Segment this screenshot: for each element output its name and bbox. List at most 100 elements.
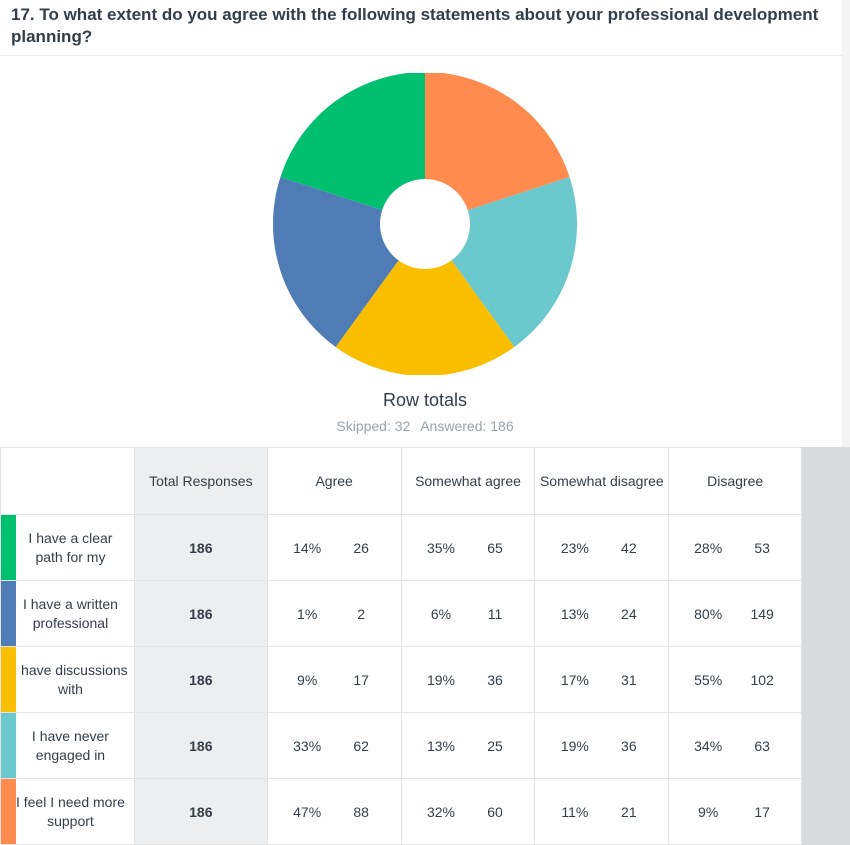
table-row: I feel I need more support 186 47% 88 32% 60 1… [0,778,850,845]
cell-count: 31 [621,671,637,688]
cell-percent: 23% [560,539,589,556]
question-title: 17. To what extent do you agree with the… [11,5,819,46]
pie-slice-1 [425,73,570,224]
row-totals-pie-chart [273,73,577,375]
cell-count: 53 [754,539,770,556]
cell-count: 11 [487,605,503,622]
response-cell: 1% 2 [266,580,402,647]
header-disagree: Disagree [668,447,803,515]
scrollbar-track[interactable] [842,0,850,844]
chart-title: Row totals [382,390,468,410]
response-cell: 13% 24 [534,580,670,647]
cell-count: 102 [750,671,774,688]
cell-percent: 13% [560,605,589,622]
table-gutter [801,447,850,515]
table-gutter [801,778,850,845]
response-cell: 28% 53 [668,514,803,581]
cell-count: 2 [357,605,366,622]
table-row: I have discussions with 186 9% 17 19% 36 17% 31… [0,646,850,713]
header-divider [0,55,850,56]
header-total-responses: Total Responses [133,447,268,515]
cell-count: 36 [621,737,637,754]
response-cell: 14% 26 [266,514,402,581]
row-total: 186 [133,646,268,713]
row-label-text: I have a written professional [22,595,118,631]
row-color-swatch [1,779,16,844]
answered-count: Answered: 186 [420,418,514,434]
pie-slice-5 [280,73,425,224]
cell-count: 149 [750,605,774,622]
cell-percent: 19% [560,737,589,754]
cell-count: 17 [754,803,770,820]
skipped-count: Skipped: 32 [336,418,411,434]
cell-percent: 13% [426,737,455,754]
cell-percent: 9% [698,803,719,820]
row-color-swatch [1,647,16,712]
table-row: I have a clear path for my 186 14% 26 35% 65 2… [0,514,850,581]
row-color-swatch [1,713,16,778]
response-cell: 9% 17 [266,646,402,713]
response-cell: 80% 149 [668,580,803,647]
responses-table-wrapper: Total Responses Agree Somewhat agree Som… [0,447,850,845]
cell-percent: 11% [561,803,589,820]
table-row: I have a written professional 186 1% 2 6% 11 1… [0,580,850,647]
table-gutter [801,580,850,647]
cell-percent: 14% [293,539,322,556]
cell-count: 60 [487,803,503,820]
response-cell: 13% 25 [400,712,536,779]
row-label-text: I have never engaged in [31,727,109,763]
cell-count: 17 [353,671,369,688]
response-cell: 6% 11 [400,580,536,647]
cell-count: 24 [621,605,637,622]
cell-count: 65 [487,539,503,556]
response-cell: 17% 31 [534,646,670,713]
row-label: I have never engaged in [0,712,135,779]
donut-hole [380,179,470,269]
response-cell: 47% 88 [266,778,402,845]
response-cell: 19% 36 [400,646,536,713]
table-gutter [801,514,850,581]
row-color-swatch [1,581,16,646]
row-color-swatch [1,515,16,580]
response-cell: 19% 36 [534,712,670,779]
cell-count: 36 [487,671,503,688]
response-cell: 35% 65 [400,514,536,581]
row-total: 186 [133,778,268,845]
cell-count: 21 [621,803,637,820]
cell-percent: 28% [694,539,723,556]
cell-percent: 47% [293,803,322,820]
row-total: 186 [133,712,268,779]
response-cell: 55% 102 [668,646,803,713]
cell-percent: 6% [430,605,452,622]
cell-count: 26 [353,539,369,556]
table-gutter [801,712,850,779]
row-label-text: I have a clear path for my [28,529,113,565]
cell-percent: 35% [426,539,455,556]
cell-count: 42 [621,539,637,556]
response-cell: 23% 42 [534,514,670,581]
cell-percent: 32% [426,803,455,820]
header-agree: Agree [266,447,402,515]
row-label: I have a written professional [0,580,135,647]
response-cell: 33% 62 [266,712,402,779]
cell-percent: 1% [297,605,318,622]
row-label: I feel I need more support [0,778,135,845]
table-gutter [801,646,850,713]
cell-percent: 80% [694,605,723,622]
table-row: I have never engaged in 186 33% 62 13% 25 19% 3… [0,712,850,779]
row-label: I have discussions with [0,646,135,713]
pie-slice-3 [335,224,515,375]
header-somewhat-disagree: Somewhat disagree [534,447,670,515]
cell-percent: 34% [694,737,723,754]
responses-table: Total Responses Agree Somewhat agree Som… [0,447,850,845]
response-cell: 32% 60 [400,778,536,845]
header-blank [0,447,135,515]
row-total: 186 [133,580,268,647]
cell-percent: 9% [297,671,318,688]
cell-percent: 19% [426,671,455,688]
cell-percent: 55% [694,671,723,688]
cell-percent: 33% [293,737,322,754]
response-cell: 34% 63 [668,712,803,779]
row-label-text: I feel I need more support [15,793,125,829]
table-header-row: Total Responses Agree Somewhat agree Som… [0,447,850,515]
